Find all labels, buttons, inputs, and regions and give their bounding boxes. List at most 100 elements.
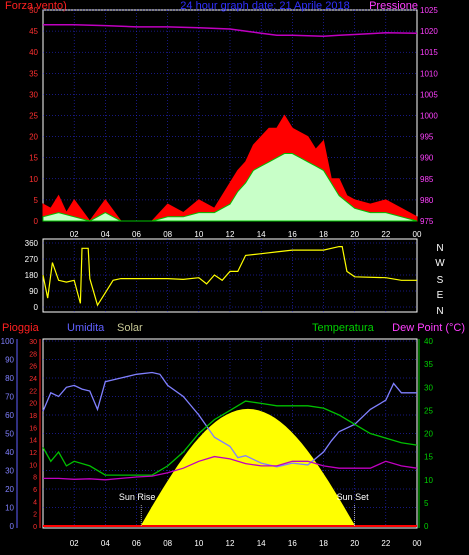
humidity-tick-label: 80 bbox=[5, 374, 14, 383]
wind-tick-label: 5 bbox=[34, 196, 39, 205]
direction-tick-label: 180 bbox=[25, 271, 39, 280]
temperature-tick-label: 35 bbox=[424, 360, 433, 369]
wind-tick-label: 10 bbox=[29, 175, 38, 184]
x-tick-label: 02 bbox=[70, 539, 79, 548]
x-tick-label: 18 bbox=[319, 230, 328, 239]
x-tick-label: 10 bbox=[194, 539, 203, 548]
x-tick-label: 10 bbox=[194, 230, 203, 239]
x-tick-label: 00 bbox=[413, 230, 422, 239]
rain-tick-label: 12 bbox=[29, 450, 37, 457]
temperature-tick-label: 25 bbox=[424, 406, 433, 415]
pressure-tick-label: 1005 bbox=[420, 90, 438, 99]
wind-axis-title: Forza vento) bbox=[5, 0, 67, 12]
direction-tick-label: 0 bbox=[34, 303, 39, 312]
wind-tick-label: 25 bbox=[29, 112, 38, 121]
direction-tick-label: 360 bbox=[25, 239, 39, 248]
pressure-tick-label: 990 bbox=[420, 154, 434, 163]
rain-tick-label: 14 bbox=[29, 438, 37, 445]
pressure-tick-label: 975 bbox=[420, 217, 434, 226]
x-tick-label: 12 bbox=[226, 230, 235, 239]
pressure-tick-label: 1000 bbox=[420, 112, 438, 121]
rain-tick-label: 10 bbox=[29, 462, 37, 469]
direction-tick-label: 270 bbox=[25, 255, 39, 264]
temperature-tick-label: 30 bbox=[424, 383, 433, 392]
temperature-tick-label: 15 bbox=[424, 453, 433, 462]
x-tick-label: 20 bbox=[350, 539, 359, 548]
dew-point-series bbox=[43, 455, 418, 481]
humidity-tick-label: 60 bbox=[5, 411, 14, 420]
x-tick-label: 04 bbox=[101, 539, 110, 548]
temperature-tick-label: 10 bbox=[424, 476, 433, 485]
climate-panel: Pioggia Umidita Solar Temperatura Dew Po… bbox=[1, 322, 465, 548]
rain-tick-label: 8 bbox=[33, 475, 37, 482]
temperature-series bbox=[42, 400, 418, 476]
wind-tick-label: 30 bbox=[29, 90, 38, 99]
temperature-tick-label: 20 bbox=[424, 430, 433, 439]
x-tick-label: 18 bbox=[319, 539, 328, 548]
pressure-tick-label: 1020 bbox=[420, 27, 438, 36]
x-tick-label: 20 bbox=[350, 230, 359, 239]
compass-label: N bbox=[436, 306, 443, 317]
temperature-tick-label: 5 bbox=[424, 499, 429, 508]
pressure-tick-label: 1025 bbox=[420, 6, 438, 15]
x-tick-label: 22 bbox=[381, 230, 390, 239]
sunset-label: Sun Set bbox=[337, 492, 370, 502]
temperature-tick-label: 0 bbox=[424, 522, 429, 531]
temperature-tick-label: 40 bbox=[424, 337, 433, 346]
solar-series bbox=[140, 408, 356, 527]
rain-tick-label: 22 bbox=[29, 388, 37, 395]
humidity-tick-label: 30 bbox=[5, 467, 14, 476]
humidity-series bbox=[42, 371, 417, 468]
wind-tick-label: 0 bbox=[34, 217, 39, 226]
rain-tick-label: 24 bbox=[29, 376, 37, 383]
pressure-axis-title: Pressione bbox=[369, 0, 418, 12]
pressure-tick-label: 1010 bbox=[420, 69, 438, 78]
x-tick-label: 22 bbox=[381, 539, 390, 548]
x-tick-label: 16 bbox=[288, 230, 297, 239]
compass-label: N bbox=[436, 243, 443, 254]
pressure-series bbox=[43, 24, 418, 37]
rain-tick-label: 16 bbox=[29, 425, 37, 432]
chart-title: 24 hour graph date: 21 Aprile 2018 bbox=[180, 0, 349, 12]
x-tick-label: 06 bbox=[132, 230, 141, 239]
dew-point-axis-title: Dew Point (°C) bbox=[392, 322, 465, 334]
x-tick-label: 14 bbox=[257, 230, 266, 239]
wind-tick-label: 20 bbox=[29, 133, 38, 142]
humidity-tick-label: 0 bbox=[10, 522, 15, 531]
humidity-tick-label: 90 bbox=[5, 356, 14, 365]
wind-tick-label: 50 bbox=[29, 6, 38, 15]
humidity-tick-label: 70 bbox=[5, 393, 14, 402]
compass-label: S bbox=[437, 275, 444, 286]
wind-tick-label: 15 bbox=[29, 154, 38, 163]
rain-axis-title: Pioggia bbox=[2, 322, 40, 334]
x-tick-label: 12 bbox=[226, 539, 235, 548]
rain-tick-label: 28 bbox=[29, 351, 37, 358]
x-tick-label: 08 bbox=[163, 539, 172, 548]
x-tick-label: 16 bbox=[288, 539, 297, 548]
rain-tick-label: 2 bbox=[33, 512, 37, 519]
x-tick-label: 08 bbox=[163, 230, 172, 239]
x-tick-label: 02 bbox=[70, 230, 79, 239]
temperature-axis-title: Temperatura bbox=[312, 322, 375, 334]
humidity-tick-label: 10 bbox=[5, 504, 14, 513]
x-tick-label: 06 bbox=[132, 539, 141, 548]
rain-tick-label: 26 bbox=[29, 364, 37, 371]
x-tick-label: 04 bbox=[101, 230, 110, 239]
x-tick-label: 00 bbox=[413, 539, 422, 548]
wind-direction-series bbox=[42, 246, 417, 307]
wind-tick-label: 35 bbox=[29, 69, 38, 78]
wind-pressure-panel: Forza vento) 24 hour graph date: 21 Apri… bbox=[5, 0, 438, 239]
humidity-tick-label: 20 bbox=[5, 485, 14, 494]
pressure-tick-label: 985 bbox=[420, 175, 434, 184]
rain-tick-label: 30 bbox=[29, 339, 37, 346]
pressure-tick-label: 995 bbox=[420, 133, 434, 142]
humidity-tick-label: 40 bbox=[5, 448, 14, 457]
wind-tick-label: 40 bbox=[29, 48, 38, 57]
rain-tick-label: 4 bbox=[33, 499, 37, 506]
humidity-tick-label: 50 bbox=[5, 430, 14, 439]
rain-tick-label: 18 bbox=[29, 413, 37, 420]
rain-tick-label: 20 bbox=[29, 401, 37, 408]
x-tick-label: 14 bbox=[257, 539, 266, 548]
